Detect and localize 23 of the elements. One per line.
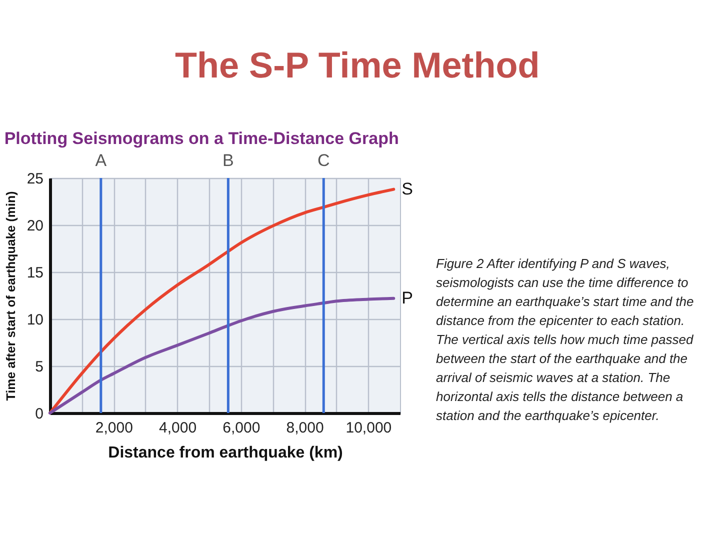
series-label: S [402, 179, 413, 198]
x-tick-label: 4,000 [159, 420, 197, 436]
line-series [48, 296, 396, 414]
x-tick-label: 6,000 [222, 420, 260, 436]
chart-subtitle: Plotting Seismograms on a Time-Distance Graph [4, 129, 399, 148]
y-tick-label: 5 [35, 358, 44, 376]
ref-line-label: A [95, 151, 108, 170]
text: Figure 2 After identifying P and S waves, seismologists can use the time difference to determine an earthquake’s start time and the distance from the epicenter to each station. The vertical axis tells how much time passed between the start of the earthquake and the arrival of seismic waves at a station. The horizontal axis tells the distance between a station and the earthquake’s epicenter. [436, 256, 694, 423]
ref-line-label: B [222, 151, 234, 170]
x-axis-title: Distance from earthquake (km) [108, 444, 343, 462]
x-tick-label: 10,000 [346, 420, 392, 436]
y-axis-title: Time after start of earthquake (min) [4, 191, 18, 401]
y-tick-label: 10 [26, 312, 44, 328]
x-tick-label: 2,000 [95, 420, 133, 436]
y-tick-label: 0 [35, 406, 44, 422]
y-tick-label: 25 [26, 170, 44, 188]
chart-title: The S-P Time Method [175, 44, 540, 86]
line-series [48, 188, 396, 414]
series-label: P [402, 288, 413, 308]
y-tick-label: 15 [26, 264, 44, 282]
y-tick-label: 20 [26, 218, 44, 234]
ref-line-label: C [317, 151, 330, 170]
x-tick-label: 8,000 [286, 420, 324, 436]
